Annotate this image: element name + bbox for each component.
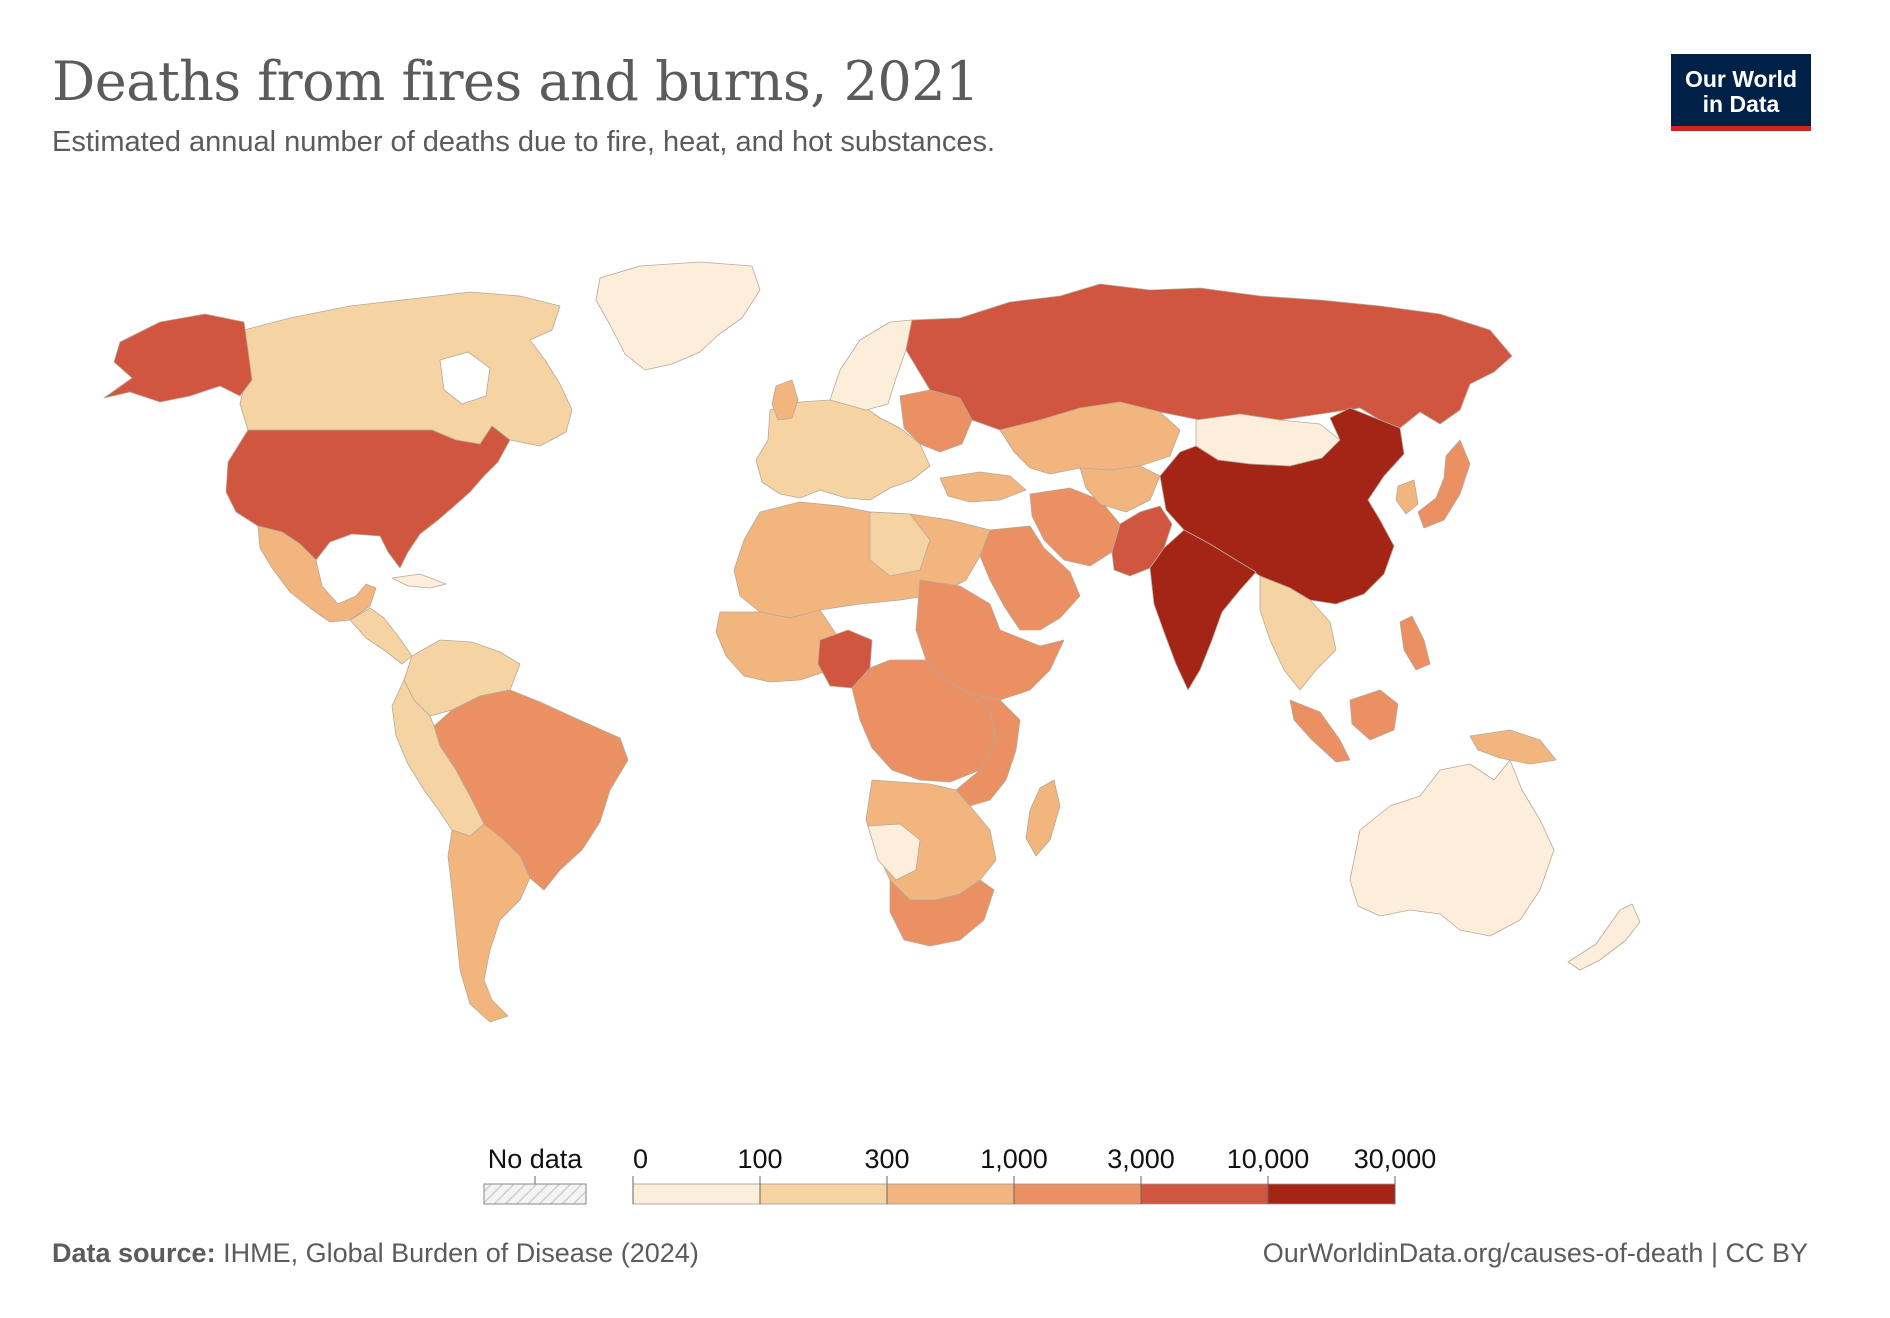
legend-no-data-swatch bbox=[483, 1183, 587, 1205]
legend-tick-label-6: 30,000 bbox=[1354, 1144, 1437, 1174]
legend-bin-0[interactable] bbox=[632, 1183, 761, 1205]
footer-link[interactable]: OurWorldinData.org/causes-of-death | CC … bbox=[1263, 1238, 1808, 1269]
world-map[interactable] bbox=[0, 0, 1890, 1120]
region-libya[interactable] bbox=[869, 511, 931, 577]
data-source: Data source: IHME, Global Burden of Dise… bbox=[52, 1238, 699, 1269]
region-cuba[interactable] bbox=[391, 573, 447, 589]
hudson-bay bbox=[439, 351, 491, 405]
legend-bin-5[interactable] bbox=[1267, 1183, 1396, 1205]
legend-no-data-label: No data bbox=[488, 1144, 584, 1174]
region-new-guinea[interactable] bbox=[1469, 729, 1557, 765]
region-pakistan[interactable] bbox=[1111, 505, 1173, 577]
region-east-africa[interactable] bbox=[955, 693, 1021, 807]
chart-subtitle: Estimated annual number of deaths due to… bbox=[52, 126, 996, 158]
region-madagascar[interactable] bbox=[1025, 779, 1061, 857]
region-alaska[interactable] bbox=[103, 313, 253, 403]
data-source-label: Data source: bbox=[52, 1238, 216, 1268]
legend-tick-label-0: 0 bbox=[633, 1144, 648, 1174]
region-iran[interactable] bbox=[1029, 487, 1121, 567]
legend-tick-label-1: 100 bbox=[737, 1144, 782, 1174]
footer-license: | CC BY bbox=[1710, 1238, 1808, 1268]
region-argentina[interactable] bbox=[447, 823, 531, 1023]
region-southeast-asia[interactable] bbox=[1259, 575, 1337, 691]
region-mexico[interactable] bbox=[257, 525, 377, 623]
region-philippines[interactable] bbox=[1399, 615, 1431, 671]
owid-logo[interactable]: Our World in Data bbox=[1671, 54, 1811, 131]
legend-bin-3[interactable] bbox=[1013, 1183, 1142, 1205]
region-australia[interactable] bbox=[1349, 759, 1555, 937]
region-kazakhstan[interactable] bbox=[999, 401, 1181, 475]
legend-ticks: 0 100 300 1,000 3,000 10,000 30,000 bbox=[632, 1144, 1437, 1204]
data-source-text: IHME, Global Burden of Disease (2024) bbox=[223, 1238, 699, 1268]
region-india[interactable] bbox=[1149, 529, 1257, 691]
region-united-kingdom[interactable] bbox=[771, 379, 799, 421]
region-indonesia[interactable] bbox=[1289, 699, 1351, 763]
region-south-africa[interactable] bbox=[889, 879, 995, 947]
logo-line-1: Our World bbox=[1684, 66, 1797, 92]
footer-url[interactable]: OurWorldinData.org/causes-of-death bbox=[1262, 1238, 1704, 1268]
region-west-africa[interactable] bbox=[715, 609, 841, 683]
legend-tick-label-4: 3,000 bbox=[1107, 1144, 1175, 1174]
region-central-asia[interactable] bbox=[1079, 465, 1161, 513]
region-namibia[interactable] bbox=[867, 823, 921, 881]
chart-title: Deaths from fires and burns, 2021 bbox=[52, 50, 980, 113]
region-new-zealand[interactable] bbox=[1567, 903, 1641, 971]
legend-tick-label-3: 1,000 bbox=[980, 1144, 1048, 1174]
legend-bin-2[interactable] bbox=[886, 1183, 1015, 1205]
legend-bin-1[interactable] bbox=[759, 1183, 888, 1205]
region-borneo[interactable] bbox=[1349, 689, 1399, 741]
legend-bin-4[interactable] bbox=[1140, 1183, 1269, 1205]
region-korea[interactable] bbox=[1395, 479, 1419, 515]
region-turkey[interactable] bbox=[939, 471, 1027, 503]
legend-tick-label-2: 300 bbox=[864, 1144, 909, 1174]
region-greenland[interactable] bbox=[595, 261, 761, 371]
region-japan[interactable] bbox=[1417, 439, 1471, 529]
legend-tick-label-5: 10,000 bbox=[1227, 1144, 1310, 1174]
region-saudi-arabia[interactable] bbox=[979, 525, 1081, 631]
logo-line-2: in Data bbox=[1702, 91, 1780, 117]
